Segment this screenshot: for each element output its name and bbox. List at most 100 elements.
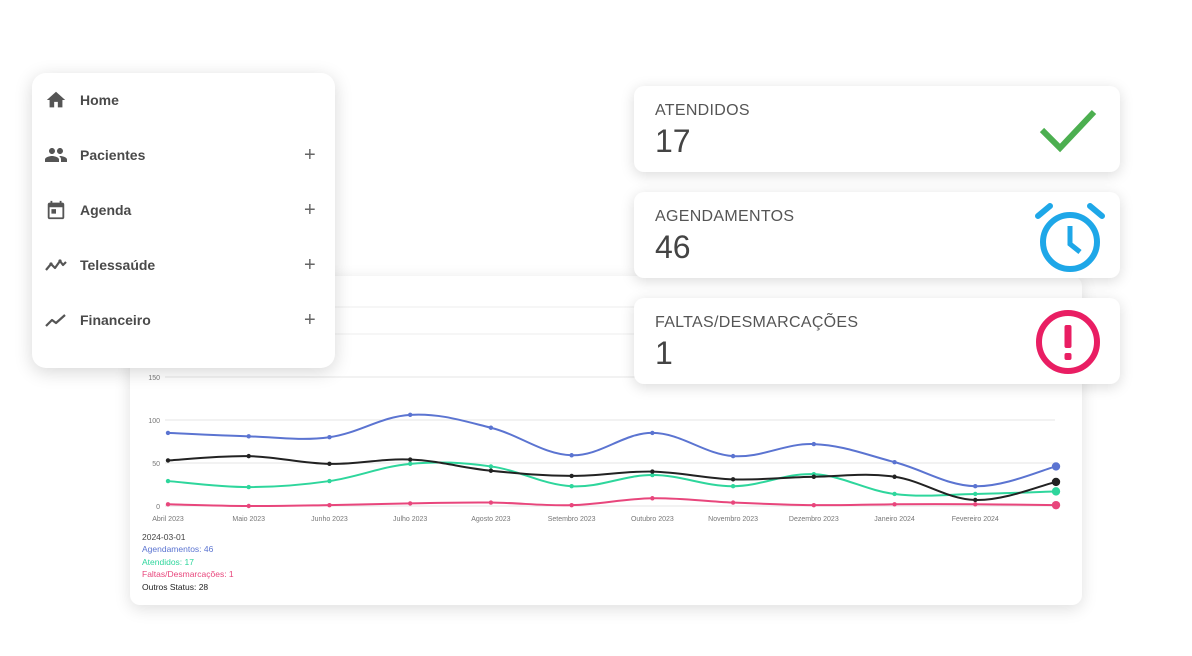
x-tick-label: Novembro 2023 <box>708 516 758 523</box>
sidebar-item-label: Telessaúde <box>80 257 156 273</box>
data-point-outros-status <box>892 474 897 479</box>
data-point-atendidos <box>650 472 655 478</box>
data-point-agendamentos <box>165 430 171 436</box>
y-tick-label: 100 <box>148 418 160 425</box>
data-point-outros-status <box>973 497 978 503</box>
data-point-atendidos <box>569 484 574 489</box>
alarm-clock-icon <box>1034 200 1106 281</box>
stat-value: 1 <box>655 335 673 371</box>
data-point-faltas-desmarca-es <box>488 500 494 505</box>
data-point-outros-status <box>1051 477 1061 487</box>
data-point-atendidos <box>327 478 332 484</box>
data-point-atendidos <box>407 461 413 467</box>
alert-circle-icon <box>1034 308 1102 381</box>
sidebar-item-home[interactable]: Home <box>32 78 335 122</box>
sidebar-item-label: Pacientes <box>80 147 146 163</box>
sidebar-item-pacientes[interactable]: Pacientes + <box>32 133 335 177</box>
data-point-atendidos <box>488 464 494 469</box>
y-tick-label: 50 <box>152 461 160 468</box>
data-point-outros-status <box>165 458 171 463</box>
data-point-agendamentos <box>892 459 897 465</box>
sidebar-item-financeiro[interactable]: Financeiro + <box>32 298 335 342</box>
tooltip-line-agendamentos: Agendamentos: 46 <box>142 544 214 555</box>
data-point-atendidos <box>730 484 736 489</box>
data-point-atendidos <box>892 491 897 497</box>
data-point-outros-status <box>811 474 817 479</box>
check-icon <box>1036 104 1100 161</box>
data-point-faltas-desmarca-es <box>892 502 897 507</box>
data-point-agendamentos <box>488 425 494 430</box>
x-tick-label: Julho 2023 <box>393 516 427 523</box>
stat-title: ATENDIDOS <box>655 102 750 119</box>
data-point-faltas-desmarca-es <box>407 501 413 506</box>
data-point-agendamentos <box>407 412 413 418</box>
data-point-faltas-desmarca-es <box>569 502 574 508</box>
stat-title: AGENDAMENTOS <box>655 208 795 225</box>
data-point-agendamentos <box>327 435 332 440</box>
tooltip-line-atendidos: Atendidos: 17 <box>142 556 194 567</box>
y-tick-label: 0 <box>156 504 160 511</box>
data-point-atendidos <box>246 484 251 490</box>
data-point-outros-status <box>407 457 413 462</box>
series-line-outros-status <box>167 455 1057 501</box>
data-point-atendidos <box>165 478 171 484</box>
data-point-outros-status <box>327 461 332 467</box>
tooltip-line-outros: Outros Status: 28 <box>142 581 209 592</box>
tooltip-date: 2024-03-01 <box>142 532 186 542</box>
sidebar-menu: Home Pacientes + Agenda + Telessaúde + F… <box>32 73 335 368</box>
sidebar-item-agenda[interactable]: Agenda + <box>32 188 335 232</box>
trending-icon <box>44 308 68 332</box>
multiline-chart-icon <box>44 253 68 277</box>
series-line-faltas-desmarca-es <box>167 497 1057 508</box>
x-tick-label: Outubro 2023 <box>631 516 674 523</box>
data-point-faltas-desmarca-es <box>165 502 171 507</box>
sidebar-item-telessaude[interactable]: Telessaúde + <box>32 243 335 287</box>
stat-card-agendamentos: AGENDAMENTOS 46 <box>634 192 1120 278</box>
data-point-faltas-desmarca-es <box>730 500 736 505</box>
y-tick-label: 150 <box>148 375 160 382</box>
data-point-atendidos <box>1051 487 1061 496</box>
tooltip-line-faltas: Faltas/Desmarcações: 1 <box>142 569 234 580</box>
data-point-faltas-desmarca-es <box>327 502 332 508</box>
sidebar-item-label: Financeiro <box>80 312 151 328</box>
data-point-outros-status <box>730 477 736 482</box>
x-tick-label: Dezembro 2023 <box>789 516 839 523</box>
sidebar-item-label: Agenda <box>80 202 132 218</box>
data-point-outros-status <box>650 469 655 474</box>
stat-value: 17 <box>655 123 691 159</box>
line-chart: 150 100 50 0 Abril 2023 Maio 2023 Junho 2023 Ju… <box>130 306 1082 523</box>
stat-card-atendidos: ATENDIDOS 17 <box>634 86 1120 172</box>
data-point-faltas-desmarca-es <box>1051 500 1061 510</box>
x-tick-label: Setembro 2023 <box>548 516 596 523</box>
stat-value: 46 <box>655 229 691 265</box>
stat-card-faltas: FALTAS/DESMARCAÇÕES 1 <box>634 298 1120 384</box>
series-line-atendidos <box>167 461 1057 497</box>
data-point-outros-status <box>246 453 251 459</box>
data-point-agendamentos <box>811 441 817 447</box>
data-point-agendamentos <box>246 434 251 439</box>
data-point-atendidos <box>973 491 978 497</box>
people-icon <box>44 143 68 167</box>
data-point-faltas-desmarca-es <box>811 502 817 508</box>
stat-title: FALTAS/DESMARCAÇÕES <box>655 314 859 331</box>
expand-icon[interactable]: + <box>304 254 316 276</box>
chart-tooltip: 2024-03-01 Agendamentos: 46 Atendidos: 1… <box>142 531 234 593</box>
x-tick-label: Junho 2023 <box>311 516 348 523</box>
data-point-agendamentos <box>1051 462 1061 471</box>
data-point-agendamentos <box>650 430 655 436</box>
x-tick-label: Maio 2023 <box>232 516 265 523</box>
home-icon <box>44 88 68 112</box>
sidebar-item-label: Home <box>80 92 119 108</box>
x-tick-label: Abril 2023 <box>152 516 184 523</box>
data-point-faltas-desmarca-es <box>246 503 251 509</box>
x-tick-label: Agosto 2023 <box>471 516 510 523</box>
x-tick-label: Janeiro 2024 <box>874 516 915 523</box>
expand-icon[interactable]: + <box>304 309 316 331</box>
data-point-faltas-desmarca-es <box>650 496 655 501</box>
expand-icon[interactable]: + <box>304 199 316 221</box>
data-point-outros-status <box>488 468 494 473</box>
data-point-faltas-desmarca-es <box>973 502 978 507</box>
expand-icon[interactable]: + <box>304 144 316 166</box>
data-point-agendamentos <box>569 453 574 458</box>
series-line-agendamentos <box>167 413 1057 488</box>
